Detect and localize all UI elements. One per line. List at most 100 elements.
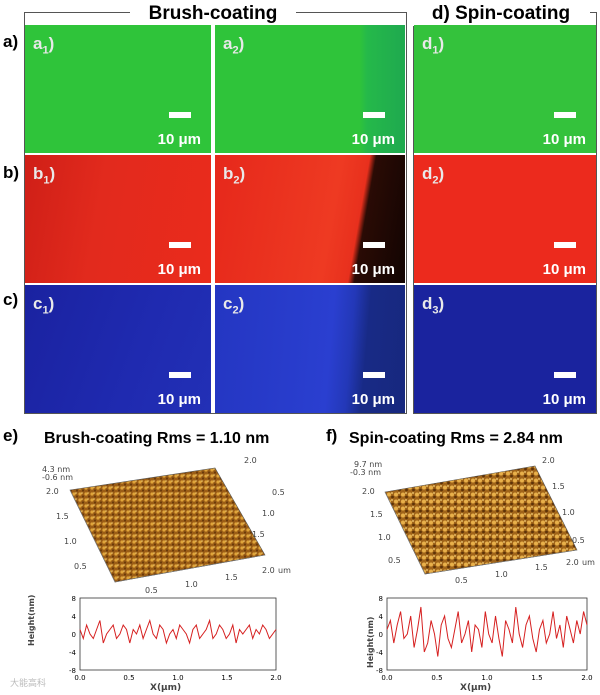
spin-coating-text: Spin-coating (455, 3, 571, 24)
panel-label: a2) (223, 34, 245, 57)
profile-ytick: -8 (69, 667, 76, 675)
profile-xtick: 0.0 (381, 674, 392, 682)
surface-toptick: 1.0 (262, 509, 275, 518)
surface-toptick: 1.5 (252, 530, 265, 539)
profile-xtick: 0.0 (74, 674, 85, 682)
panel-label: b1) (33, 164, 56, 187)
scale-bar: 10 μm (139, 112, 201, 148)
profile-frame (79, 597, 277, 671)
surface-toptick: 2.0 (244, 456, 257, 465)
surface-unit: um (278, 566, 291, 575)
profile-xtick: 2.0 (581, 674, 592, 682)
scale-bar: 10 μm (333, 372, 395, 408)
surface-toptick: 1.0 (562, 508, 575, 517)
surface-ytick: 2.0 (46, 487, 59, 496)
surface-xtick: 1.5 (535, 563, 548, 572)
profile-ytick: 0 (72, 631, 76, 639)
profile-xtick: 0.5 (123, 674, 134, 682)
afm-label-f: f) (326, 426, 338, 445)
surface-xtick: 1.5 (225, 573, 238, 582)
surface-xtick: 1.0 (495, 570, 508, 579)
profile-ytick: -4 (69, 649, 77, 657)
afm-label-e: e) (3, 426, 19, 445)
surface-toptick: 0.5 (272, 488, 285, 497)
surface-ytick: 0.5 (74, 562, 87, 571)
panel-d3: d3) 10 μm (414, 285, 596, 413)
spin-coating-title: d) Spin-coating (412, 2, 590, 26)
profile-xlabel-e: X(μm) (150, 683, 182, 693)
surface-xtick: 2.0 (262, 566, 275, 575)
scale-bar: 10 μm (333, 242, 395, 278)
panel-label: d2) (422, 164, 445, 187)
scale-bar: 10 μm (139, 372, 201, 408)
profile-line-f (386, 606, 588, 657)
surface-toptick: 0.5 (572, 536, 585, 545)
afm-title-e: Brush-coating Rms = 1.10 nm (44, 430, 270, 447)
profile-xtick: 2.0 (270, 674, 281, 682)
surface-ytick: 2.0 (362, 487, 375, 496)
surface-toptick: 1.5 (552, 482, 565, 491)
afm-title-f: Spin-coating Rms = 2.84 nm (349, 430, 563, 447)
profile-chart-f: 8 4 0 -4 -80.0 0.5 1.0 1.5 2.0 (376, 595, 593, 682)
profile-ytick: 8 (379, 595, 383, 603)
surface-xtick: 0.5 (145, 586, 158, 595)
spin-coating-label: d) (431, 3, 450, 24)
panel-label: d1) (422, 34, 445, 57)
profile-ytick: 8 (72, 595, 76, 603)
panel-c1: c1) 10 μm (25, 285, 211, 413)
panel-label: c1) (33, 294, 55, 317)
surface-xtick: 2.0 (566, 558, 579, 567)
profile-xtick: 1.0 (172, 674, 183, 682)
panel-label: c2) (223, 294, 245, 317)
surface-ytick: 1.0 (378, 533, 391, 542)
row-label-a: a) (3, 32, 19, 51)
panel-b2: b2) 10 μm (215, 155, 405, 283)
profile-xlabel-f: X(μm) (460, 683, 492, 693)
profile-xtick: 1.5 (531, 674, 542, 682)
panel-label: d3) (422, 294, 445, 317)
brush-coating-title: Brush-coating (130, 2, 296, 26)
row-label-b: b) (3, 163, 20, 182)
panel-a1: a1) 10 μm (25, 25, 211, 153)
panel-b1: b1) 10 μm (25, 155, 211, 283)
scale-bar: 10 μm (524, 112, 586, 148)
surface-xtick: 0.5 (455, 576, 468, 585)
profile-xtick: 1.0 (481, 674, 492, 682)
surface-ytick: 1.5 (56, 512, 69, 521)
profile-xtick: 0.5 (431, 674, 442, 682)
profile-line-e (79, 618, 277, 645)
panel-d1: d1) 10 μm (414, 25, 596, 153)
profile-ytick: -4 (376, 649, 384, 657)
watermark: 大能高科 (10, 678, 47, 688)
surface-zmax-e: 4.3 nm (42, 465, 71, 474)
profile-ytick: 4 (379, 613, 384, 621)
profile-ylabel-e: Height(nm) (27, 594, 36, 646)
scale-bar: 10 μm (524, 372, 586, 408)
surface-xtick: 1.0 (185, 580, 198, 589)
profile-chart-e: 8 4 0 -4 -80.0 0.5 1.0 1.5 2.0 (69, 595, 282, 682)
profile-ylabel-f: Height(nm) (366, 616, 375, 668)
afm-surface-f (384, 465, 578, 575)
panel-d2: d2) 10 μm (414, 155, 596, 283)
profile-xtick: 1.5 (221, 674, 232, 682)
profile-ytick: 4 (72, 613, 77, 621)
panel-c2: c2) 10 μm (215, 285, 405, 413)
panel-a2: a2) 10 μm (215, 25, 405, 153)
panel-label: a1) (33, 34, 55, 57)
surface-unit: um (582, 558, 595, 567)
surface-toptick: 2.0 (542, 456, 555, 465)
surface-zmin-e: -0.6 nm (42, 473, 74, 482)
surface-zmax-f: 9.7 nm (354, 460, 383, 469)
scale-bar: 10 μm (524, 242, 586, 278)
profile-ytick: 0 (379, 631, 383, 639)
surface-ytick: 0.5 (388, 556, 401, 565)
row-label-c: c) (3, 290, 19, 309)
surface-zmin-f: -0.3 nm (350, 468, 382, 477)
afm-surface-e (69, 467, 266, 583)
panel-label: b2) (223, 164, 246, 187)
scale-bar: 10 μm (139, 242, 201, 278)
surface-ytick: 1.5 (370, 510, 383, 519)
profile-ytick: -8 (376, 667, 383, 675)
scale-bar: 10 μm (333, 112, 395, 148)
surface-ytick: 1.0 (64, 537, 77, 546)
